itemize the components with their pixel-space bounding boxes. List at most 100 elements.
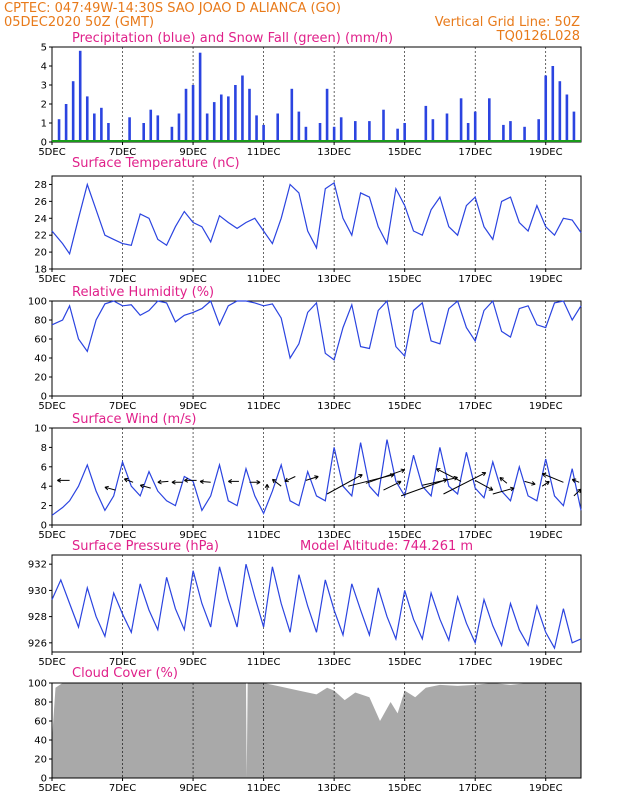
wind-vector-arrow (284, 476, 296, 483)
precip-bar (523, 126, 526, 142)
y-tick-label: 40 (34, 736, 47, 747)
precip-bar (396, 128, 399, 142)
x-tick-label: 5DEC (38, 274, 65, 285)
station-header: CPTEC: 047:49W-14:30S SAO JOAO D ALIANCA… (4, 1, 341, 16)
wind-vector-arrow (271, 478, 282, 487)
precip-bar (473, 111, 477, 142)
precip-bar (149, 109, 153, 142)
pres-panel: 926 928 930 932 5DEC 7DEC 9DEC 11DEC 13DEC 15DEC 1… (28, 554, 582, 668)
x-tick-label: 15DEC (388, 530, 422, 541)
x-tick-label: 13DEC (317, 147, 351, 158)
precip-bar (325, 88, 329, 142)
precip-bar (71, 81, 75, 142)
wind-vector-arrow (365, 468, 406, 484)
wind-vector-arrow (541, 480, 550, 487)
x-tick-label: 7DEC (109, 530, 136, 541)
y-tick-label: 1 (41, 119, 47, 130)
y-tick-label: 928 (28, 612, 47, 623)
y-tick-label: 26 (34, 197, 47, 208)
model-id: TQ0126L028 (496, 29, 580, 44)
y-tick-label: 24 (34, 214, 47, 225)
wind-vector-arrow (139, 483, 151, 489)
wind-vector-arrow (249, 479, 261, 485)
wind-vector-arrow (499, 477, 508, 484)
x-tick-label: 13DEC (317, 783, 351, 794)
plot-frame (51, 46, 582, 143)
precip-bar (100, 107, 103, 142)
x-tick-label: 11DEC (247, 274, 281, 285)
precip-bar (368, 121, 371, 142)
rh-panel: 0 20 40 60 80 100 5DEC 7DEC 9DEC 11DEC 13DEC 15DEC 1… (28, 297, 582, 412)
plot-frame (51, 175, 582, 270)
y-tick-label: 4 (41, 62, 47, 73)
y-tick-label: 930 (28, 586, 47, 597)
precip-bar (424, 105, 428, 142)
precip-bar (156, 115, 160, 142)
precip-bar (459, 98, 463, 142)
x-tick-label: 5DEC (38, 401, 65, 412)
wind-vector-arrow (171, 479, 183, 485)
precip-bar (198, 52, 202, 143)
y-tick-label: 100 (28, 679, 47, 690)
precip-bar (64, 104, 68, 142)
precip-bar (241, 75, 244, 142)
wind-vector-arrow (474, 479, 494, 491)
plot-frame (51, 554, 582, 653)
precip-bar (318, 123, 322, 142)
y-tick-label: 60 (34, 335, 47, 346)
precip-bar (234, 85, 237, 142)
y-tick-label: 60 (34, 717, 47, 728)
wind-panel: 0 2 4 6 8 10 5DEC 7DEC 9DEC 11DEC 13DEC 15DEC 17DEC 1… (34, 424, 582, 541)
precip-bar (551, 66, 555, 142)
precip-bar (78, 50, 82, 142)
y-tick-label: 926 (28, 638, 47, 649)
x-tick-label: 7DEC (109, 274, 136, 285)
y-tick-label: 80 (34, 316, 47, 327)
wind-vector-arrow (199, 479, 211, 485)
pres-series-line (51, 564, 582, 650)
x-tick-label: 13DEC (317, 530, 351, 541)
x-tick-label: 11DEC (247, 147, 281, 158)
pressure-title: Surface Pressure (hPa) (72, 539, 219, 554)
x-tick-label: 5DEC (38, 783, 65, 794)
y-tick-label: 28 (34, 180, 47, 191)
precip-bar (248, 88, 251, 142)
precip-bar (304, 126, 308, 142)
y-tick-label: 3 (41, 81, 47, 92)
run-date: 05DEC2020 50Z (GMT) (4, 15, 154, 30)
x-tick-label: 15DEC (388, 783, 422, 794)
y-tick-label: 40 (34, 354, 47, 365)
wind-vector-arrow (492, 486, 515, 495)
wind-vector-arrow (184, 478, 197, 483)
x-tick-label: 11DEC (247, 783, 281, 794)
precip-bar (177, 113, 181, 142)
x-tick-label: 9DEC (179, 274, 206, 285)
precip-title: Precipitation (blue) and Snow Fall (gree… (72, 31, 393, 46)
x-tick-label: 17DEC (458, 147, 492, 158)
x-tick-label: 19DEC (529, 147, 563, 158)
precip-bar (184, 88, 188, 142)
wind-vector-arrow (264, 484, 270, 491)
y-tick-label: 4 (41, 482, 47, 493)
precip-bar (205, 113, 209, 142)
wind-vector-arrow (422, 475, 458, 486)
precip-bar (170, 126, 174, 142)
precip-bar (502, 124, 505, 142)
wind-vector-arrow (123, 477, 134, 483)
y-tick-label: 80 (34, 698, 47, 709)
x-tick-label: 19DEC (529, 401, 563, 412)
wind-vector-arrow (524, 480, 536, 486)
precip-bar (262, 124, 265, 142)
plot-frame (51, 300, 582, 397)
precip-bar (191, 85, 195, 142)
x-tick-label: 19DEC (529, 274, 563, 285)
x-tick-label: 15DEC (388, 401, 422, 412)
cloud-panel: 0 20 40 60 80 100 5DEC 7DEC 9DEC 11DEC 13DEC 15DEC 1… (28, 679, 582, 794)
precip-bar (219, 94, 223, 142)
wind-vector-arrow (104, 485, 116, 491)
wind-vector-arrow (57, 478, 70, 483)
x-tick-label: 5DEC (38, 657, 65, 668)
precip-bar (57, 119, 61, 142)
y-tick-label: 2 (41, 100, 47, 111)
